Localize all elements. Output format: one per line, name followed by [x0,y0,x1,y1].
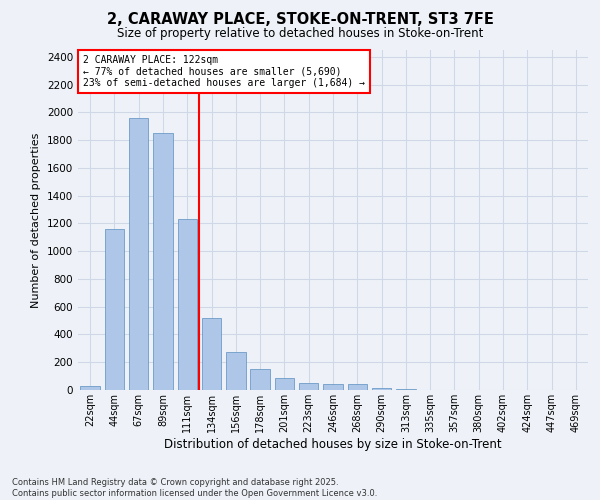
Text: 2, CARAWAY PLACE, STOKE-ON-TRENT, ST3 7FE: 2, CARAWAY PLACE, STOKE-ON-TRENT, ST3 7F… [107,12,493,28]
Bar [153,134,173,390]
Bar [299,383,319,390]
Bar [80,386,100,390]
X-axis label: Distribution of detached houses by size in Stoke-on-Trent: Distribution of detached houses by size … [164,438,502,450]
Bar [202,318,221,390]
Text: 2 CARAWAY PLACE: 122sqm
← 77% of detached houses are smaller (5,690)
23% of semi: 2 CARAWAY PLACE: 122sqm ← 77% of detache… [83,55,365,88]
Text: Size of property relative to detached houses in Stoke-on-Trent: Size of property relative to detached ho… [117,28,483,40]
Bar [129,118,148,390]
Bar [250,369,270,390]
Bar [226,352,245,390]
Bar [105,229,124,390]
Bar [275,378,294,390]
Text: Contains HM Land Registry data © Crown copyright and database right 2025.
Contai: Contains HM Land Registry data © Crown c… [12,478,377,498]
Bar [372,388,391,390]
Bar [347,384,367,390]
Y-axis label: Number of detached properties: Number of detached properties [31,132,41,308]
Bar [178,220,197,390]
Bar [323,384,343,390]
